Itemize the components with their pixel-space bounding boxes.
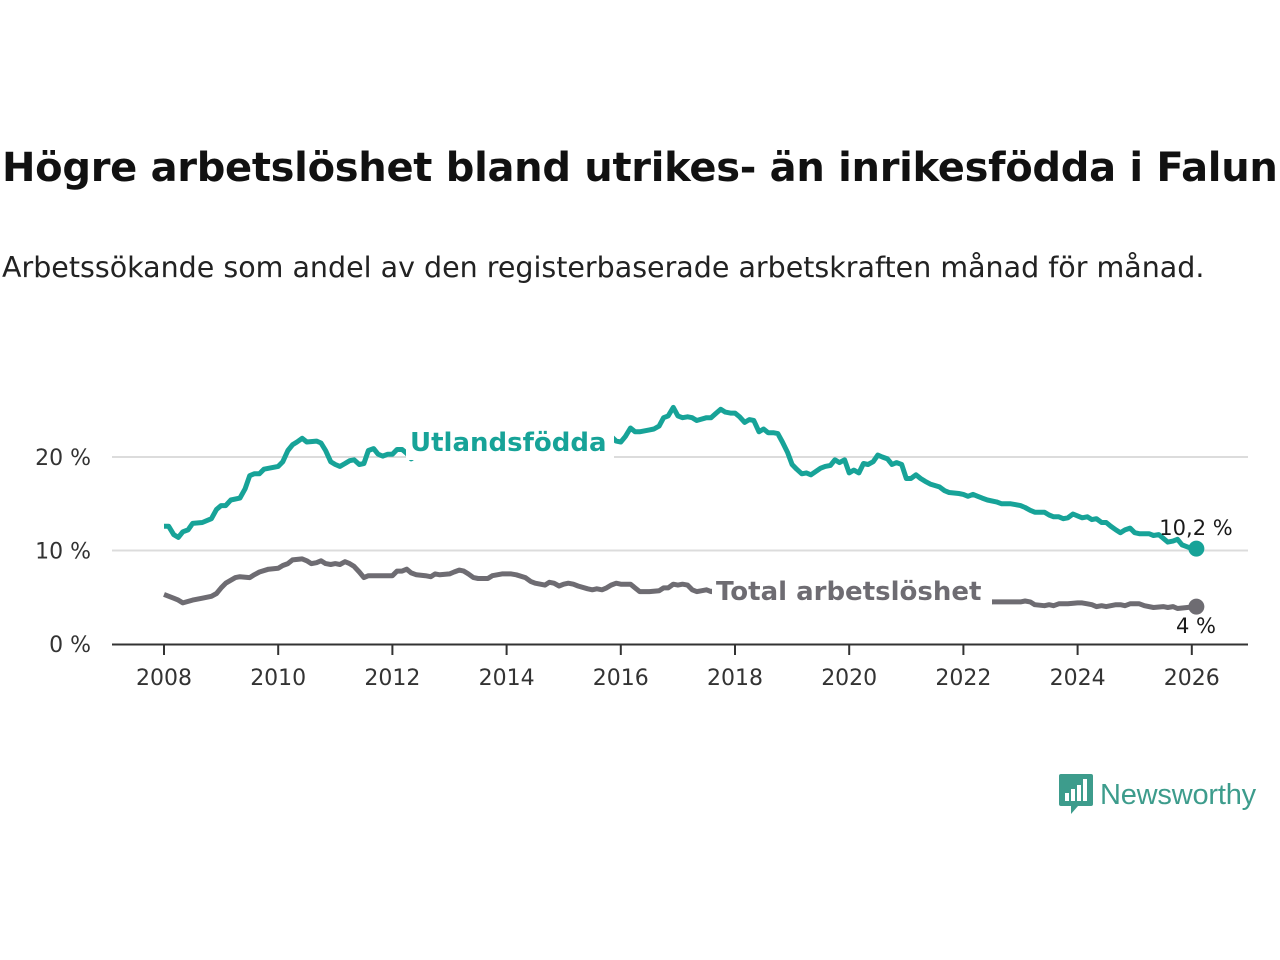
series-line-total-arbetsloshet-1 (163, 556, 718, 606)
end-markers (1188, 540, 1205, 615)
end-marker-total-arbetsloshet (1188, 598, 1205, 615)
x-tick-label-2008: 2008 (136, 666, 192, 691)
chart-subtitle: Arbetssökande som andel av den registerb… (2, 251, 1205, 284)
series-lines (163, 404, 1197, 611)
x-tick-label-2024: 2024 (1050, 666, 1106, 691)
series-line-utlandsfodda-2 (609, 404, 1197, 552)
end-label-utlandsfodda: 10,2 % (1159, 516, 1232, 540)
x-tick-label-2010: 2010 (250, 666, 306, 691)
newsworthy-logo: Newsworthy (1058, 772, 1256, 818)
x-tick-label-2018: 2018 (707, 666, 763, 691)
x-tick-labels: 2008 2010 2012 2014 2016 2018 2020 2022 2024 2026 (136, 666, 1220, 691)
newsworthy-logo-text: Newsworthy (1100, 778, 1256, 811)
series-label-total: Total arbetslöshet (716, 577, 981, 607)
x-tick-label-2016: 2016 (593, 666, 649, 691)
x-tick-label-2014: 2014 (479, 666, 535, 691)
x-tick-label-2012: 2012 (364, 666, 420, 691)
y-tick-label-0: 0 % (49, 633, 91, 658)
chart-title: Högre arbetslöshet bland utrikes- än inr… (2, 145, 1278, 191)
y-tick-label-10: 10 % (35, 540, 91, 565)
series-label-utlandsfodda-bg (406, 422, 614, 460)
end-marker-utlandsfodda (1188, 540, 1205, 557)
newsworthy-logo-icon (1059, 774, 1093, 814)
x-tick-label-2022: 2022 (935, 666, 991, 691)
series-label-utlandsfodda: Utlandsfödda (410, 428, 607, 458)
x-ticks (163, 645, 1193, 655)
x-tick-label-2020: 2020 (821, 666, 877, 691)
series-line-utlandsfodda-1 (164, 435, 423, 540)
y-gridlines (112, 456, 1248, 552)
end-label-total: 4 % (1176, 614, 1216, 638)
x-tick-label-2026: 2026 (1164, 666, 1220, 691)
y-tick-label-20: 20 % (35, 446, 91, 471)
series-label-total-bg (712, 571, 992, 609)
y-tick-labels: 0 % 10 % 20 % (35, 446, 91, 658)
series-line-total-arbetsloshet-2 (986, 598, 1197, 611)
